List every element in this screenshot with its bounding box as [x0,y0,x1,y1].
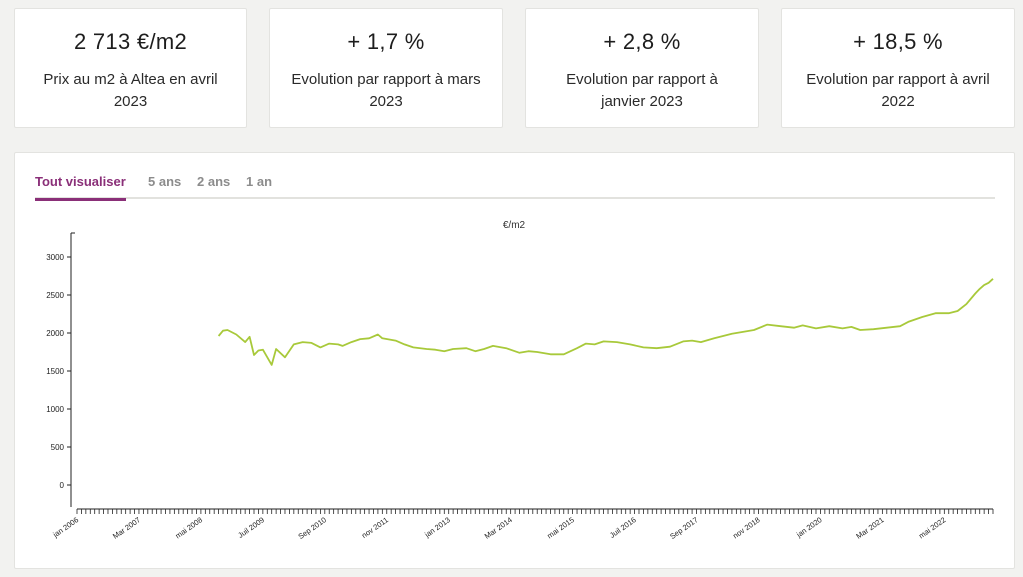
x-tick-label: mai 2022 [917,515,947,540]
y-tick-label: 1000 [46,405,64,414]
stat-value: 2 713 €/m2 [73,29,188,54]
y-tick-label: 2000 [46,329,64,338]
stat-label: Evolution par rapport à mars 2023 [291,71,481,110]
x-axis: jan 2006 Mar 2007 mai 2008 Juil 2009 Sep 201… [51,508,994,541]
x-tick-label: Mar 2021 [854,515,885,541]
y-tick-label: 2500 [46,291,64,300]
price-line-chart: €/m2 0 500 1000 1500 2000 2500 3000 jan 2006 Ma… [46,220,994,541]
x-tick-label: Sep 2010 [296,515,327,541]
tab-5-years[interactable]: 5 ans [148,174,182,189]
x-tick-label: jan 2013 [422,515,452,539]
x-tick-label: Mar 2014 [483,515,514,541]
x-tick-label: nov 2011 [360,515,390,540]
x-tick-label: Juil 2009 [236,515,266,540]
series-line [217,278,994,366]
tab-1-year[interactable]: 1 an [246,174,273,189]
chart-title: €/m2 [503,220,526,231]
x-tick-label: Sep 2017 [668,515,699,541]
stat-label: Prix au m2 à Altea en avril 2023 [43,71,218,110]
stat-card-quarter-change: + 2,8 % Evolution par rapport à janvier … [525,8,759,128]
y-tick-label: 0 [60,481,65,490]
y-axis: 0 500 1000 1500 2000 2500 3000 [46,232,75,507]
stat-label: Evolution par rapport à avril 2022 [806,71,990,110]
stat-card-year-change: + 18,5 % Evolution par rapport à avril 2… [781,8,1015,128]
stat-card-month-change: + 1,7 % Evolution par rapport à mars 202… [269,8,503,128]
tab-all[interactable]: Tout visualiser [35,174,126,201]
y-tick-label: 500 [51,443,65,452]
x-tick-label: mai 2008 [174,515,204,540]
y-tick-label: 1500 [46,367,64,376]
stat-label: Evolution par rapport à janvier 2023 [566,71,718,110]
tab-2-years[interactable]: 2 ans [197,174,231,189]
x-tick-label: Juil 2016 [608,515,638,540]
series-group [217,278,994,366]
x-tick-label: nov 2018 [731,515,761,540]
x-tick-label: mai 2015 [545,515,575,540]
stat-value: + 18,5 % [853,29,943,54]
price-chart-panel: Tout visualiser 5 ans 2 ans 1 an €/m2 0 5… [14,152,1015,569]
x-tick-label: jan 2020 [794,515,824,539]
y-tick-label: 3000 [46,253,64,262]
x-tick-label: Mar 2007 [111,515,142,541]
stat-card-price: 2 713 €/m2 Prix au m2 à Altea en avril 2… [14,8,247,128]
period-tabs: Tout visualiser 5 ans 2 ans 1 an [35,173,995,201]
stat-value: + 2,8 % [603,29,681,54]
stat-value: + 1,7 % [347,29,425,54]
x-tick-label: jan 2006 [51,515,81,539]
